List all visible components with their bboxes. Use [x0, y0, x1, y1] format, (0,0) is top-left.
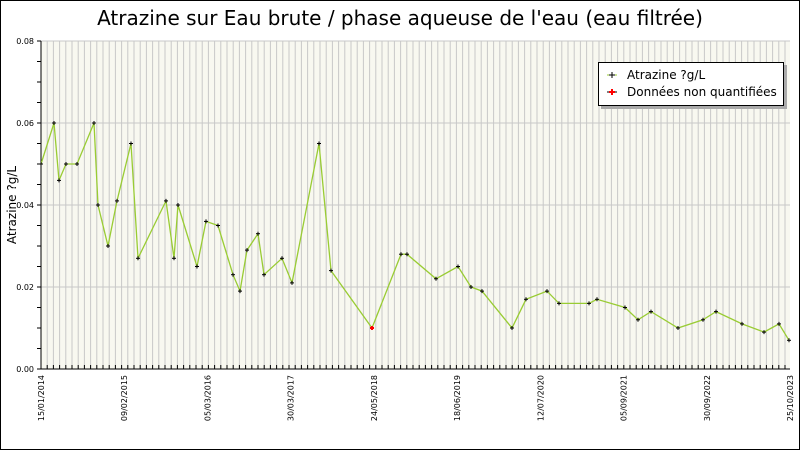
- svg-text:05/09/2021: 05/09/2021: [620, 375, 629, 421]
- y-axis-label: Atrazine ?g/L: [5, 165, 19, 245]
- svg-text:0.06: 0.06: [16, 119, 34, 128]
- svg-text:30/03/2017: 30/03/2017: [287, 375, 296, 421]
- red-cross-icon: [607, 87, 617, 97]
- green-cross-icon: [607, 70, 617, 80]
- svg-text:12/07/2020: 12/07/2020: [536, 375, 545, 421]
- svg-text:30/09/2022: 30/09/2022: [703, 375, 712, 421]
- svg-text:09/02/2015: 09/02/2015: [120, 375, 129, 421]
- chart-title: Atrazine sur Eau brute / phase aqueuse d…: [97, 6, 703, 30]
- svg-text:0.00: 0.00: [16, 365, 34, 374]
- legend: Atrazine ?g/L Données non quantifiées: [598, 62, 784, 106]
- svg-text:25/10/2023: 25/10/2023: [786, 375, 795, 421]
- svg-text:0.02: 0.02: [16, 283, 34, 292]
- legend-item-non-quantified: Données non quantifiées: [607, 84, 777, 100]
- svg-text:0.08: 0.08: [16, 37, 34, 46]
- svg-text:18/06/2019: 18/06/2019: [453, 375, 462, 421]
- svg-text:0.04: 0.04: [16, 201, 34, 210]
- svg-text:05/03/2016: 05/03/2016: [203, 375, 212, 421]
- legend-item-atrazine: Atrazine ?g/L: [607, 67, 705, 83]
- svg-text:24/05/2018: 24/05/2018: [370, 375, 379, 421]
- svg-text:15/01/2014: 15/01/2014: [37, 375, 46, 421]
